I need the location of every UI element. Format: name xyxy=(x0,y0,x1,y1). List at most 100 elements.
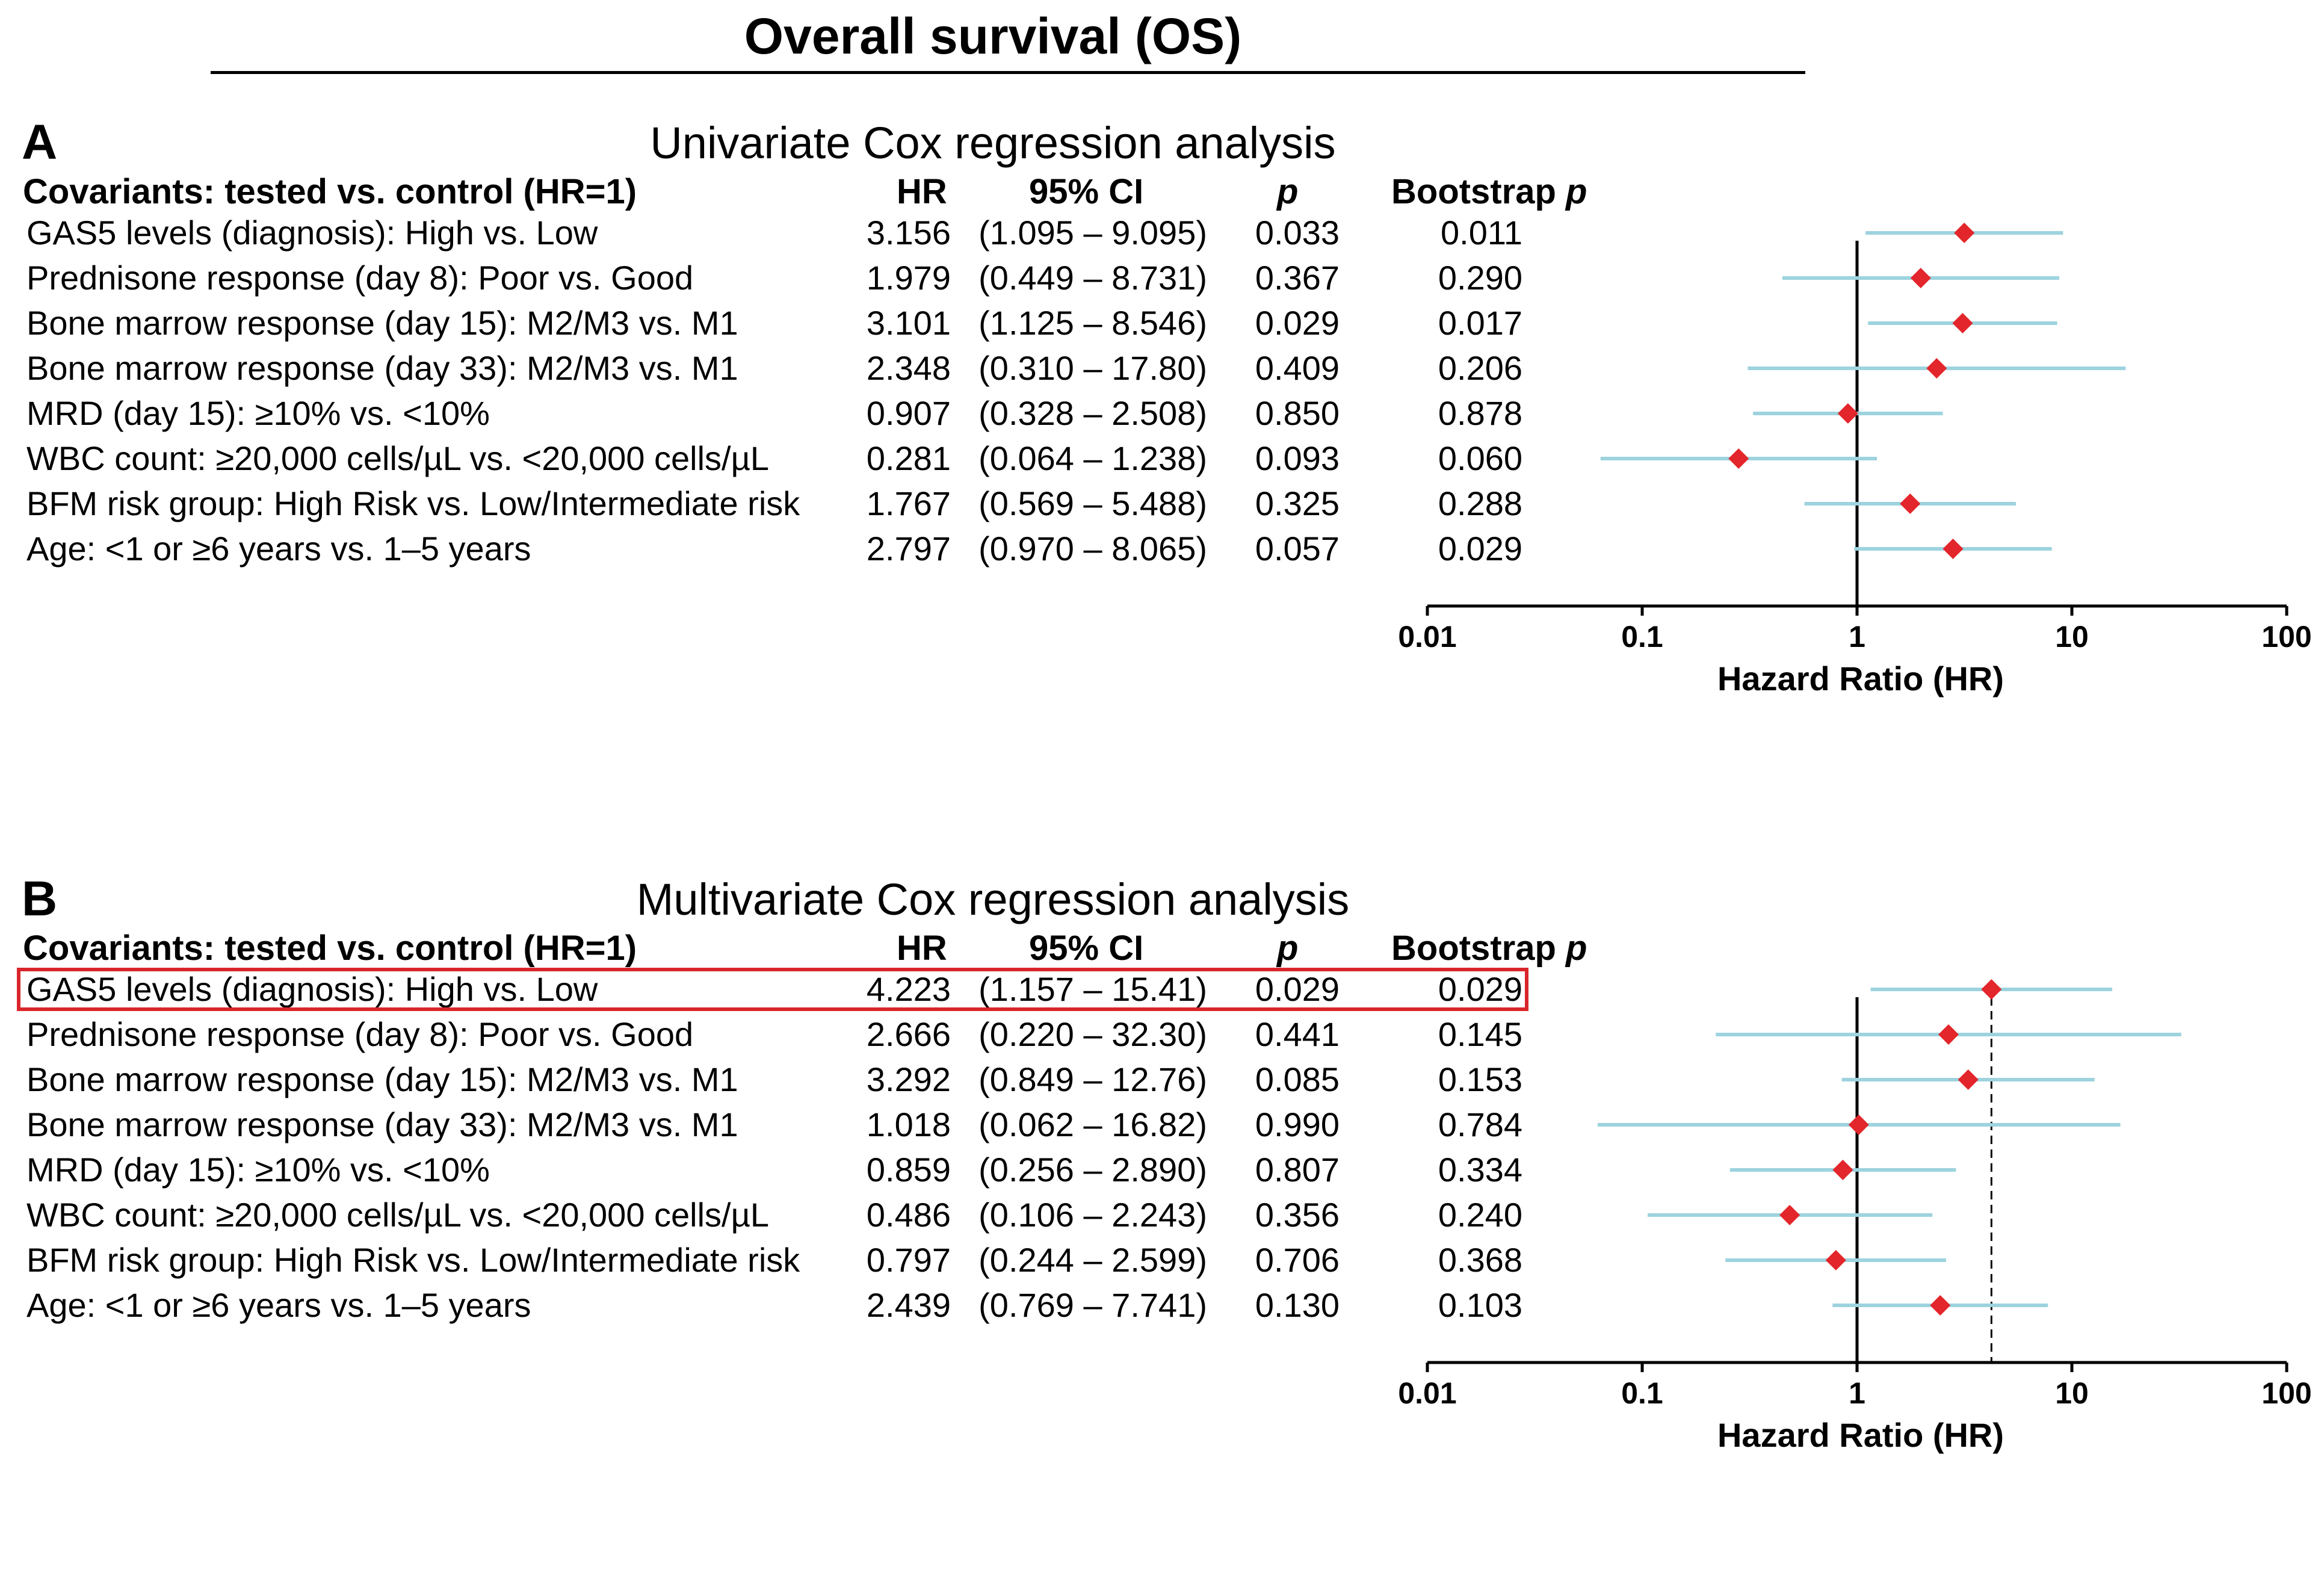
row-ci: (0.769 – 7.741) xyxy=(978,1286,1207,1324)
hr-marker xyxy=(1900,493,1921,514)
header-bootstrap-p: Bootstrap p xyxy=(1391,928,1587,968)
table-row: WBC count: ≥20,000 cells/µL vs. <20,000 … xyxy=(0,436,1541,481)
table-row: MRD (day 15): ≥10% vs. <10% 0.907 (0.328 –… xyxy=(0,391,1541,436)
row-label: Bone marrow response (day 15): M2/M3 vs.… xyxy=(26,304,738,342)
row-ci: (0.220 – 32.30) xyxy=(978,1015,1207,1053)
row-bootstrap-p: 0.334 xyxy=(1438,1151,1522,1189)
highlight-box xyxy=(17,968,1528,1011)
table-row: WBC count: ≥20,000 cells/µL vs. <20,000 … xyxy=(0,1193,1541,1237)
row-p-value: 0.057 xyxy=(1255,530,1340,568)
header-bootstrap-p-symbol: p xyxy=(1566,929,1587,968)
row-hr: 2.439 xyxy=(866,1286,951,1324)
row-label: MRD (day 15): ≥10% vs. <10% xyxy=(26,1151,490,1189)
row-bootstrap-p: 0.060 xyxy=(1438,439,1522,477)
row-p-value: 0.706 xyxy=(1255,1241,1340,1279)
table-row: Prednisone response (day 8): Poor vs. Go… xyxy=(0,256,1541,300)
row-label: WBC count: ≥20,000 cells/µL vs. <20,000 … xyxy=(26,439,770,477)
x-axis-label: Hazard Ratio (HR) xyxy=(1717,1416,2004,1454)
row-label: BFM risk group: High Risk vs. Low/Interm… xyxy=(26,484,800,522)
row-hr: 2.666 xyxy=(866,1015,951,1053)
row-hr: 3.156 xyxy=(866,214,951,252)
hr-marker xyxy=(1728,448,1749,469)
row-label: Age: <1 or ≥6 years vs. 1–5 years xyxy=(26,530,531,568)
hr-marker xyxy=(1954,223,1975,243)
x-axis-label: Hazard Ratio (HR) xyxy=(1717,660,2004,698)
table-row: BFM risk group: High Risk vs. Low/Interm… xyxy=(0,481,1541,526)
header-covariants: Covariants: tested vs. control (HR=1) xyxy=(23,929,637,968)
row-hr: 4.223 xyxy=(866,970,951,1008)
row-hr: 3.101 xyxy=(866,304,951,342)
row-hr: 0.907 xyxy=(866,394,951,432)
header-p: p xyxy=(1277,172,1299,211)
panel-letter: B xyxy=(22,871,58,926)
row-label: MRD (day 15): ≥10% vs. <10% xyxy=(26,394,490,432)
panel-b: B Multivariate Cox regression analysis C… xyxy=(0,871,2324,1593)
row-bootstrap-p: 0.290 xyxy=(1438,259,1522,297)
row-p-value: 0.367 xyxy=(1255,259,1340,297)
hr-marker xyxy=(1910,268,1931,288)
hr-marker xyxy=(1779,1205,1800,1225)
hr-marker xyxy=(1938,1024,1959,1045)
x-tick-label: 0.1 xyxy=(1621,1376,1663,1410)
row-label: Age: <1 or ≥6 years vs. 1–5 years xyxy=(26,1286,531,1324)
hr-marker xyxy=(1942,539,1964,559)
x-tick-label: 100 xyxy=(2261,1376,2311,1410)
row-hr: 2.797 xyxy=(866,530,951,568)
header-hr: HR xyxy=(897,929,947,968)
row-label: Bone marrow response (day 33): M2/M3 vs.… xyxy=(26,349,738,387)
header-p: p xyxy=(1277,929,1299,968)
row-ci: (0.244 – 2.599) xyxy=(978,1241,1207,1279)
row-p-value: 0.441 xyxy=(1255,1015,1340,1053)
row-p-value: 0.029 xyxy=(1255,970,1340,1008)
row-bootstrap-p: 0.153 xyxy=(1438,1060,1522,1098)
table-row: BFM risk group: High Risk vs. Low/Interm… xyxy=(0,1238,1541,1282)
table-row: MRD (day 15): ≥10% vs. <10% 0.859 (0.256 –… xyxy=(0,1148,1541,1192)
header-ci: 95% CI xyxy=(1029,929,1144,968)
row-bootstrap-p: 0.029 xyxy=(1438,530,1522,568)
header-covariants: Covariants: tested vs. control (HR=1) xyxy=(23,172,637,211)
row-p-value: 0.990 xyxy=(1255,1106,1340,1143)
hr-marker xyxy=(1837,403,1858,424)
row-label: BFM risk group: High Risk vs. Low/Interm… xyxy=(26,1241,800,1279)
row-ci: (0.449 – 8.731) xyxy=(978,259,1207,297)
row-bootstrap-p: 0.206 xyxy=(1438,349,1522,387)
row-hr: 1.979 xyxy=(866,259,951,297)
hr-marker xyxy=(1981,979,2002,1000)
hr-marker xyxy=(1832,1160,1853,1180)
row-p-value: 0.850 xyxy=(1255,394,1340,432)
row-hr: 0.859 xyxy=(866,1151,951,1189)
hr-marker xyxy=(1958,1069,1979,1090)
row-label: Bone marrow response (day 33): M2/M3 vs.… xyxy=(26,1106,738,1143)
row-label: Prednisone response (day 8): Poor vs. Go… xyxy=(26,1015,694,1053)
x-tick-label: 1 xyxy=(1849,620,1865,654)
panel-title: Multivariate Cox regression analysis xyxy=(636,874,1350,924)
x-tick-label: 0.1 xyxy=(1621,620,1663,654)
header-bootstrap-p: Bootstrap p xyxy=(1391,172,1587,212)
row-p-value: 0.033 xyxy=(1255,214,1340,252)
header-hr: HR xyxy=(897,172,947,211)
row-p-value: 0.325 xyxy=(1255,484,1340,522)
header-bootstrap-label: Bootstrap xyxy=(1391,929,1566,968)
table-row: GAS5 levels (diagnosis): High vs. Low 4.2… xyxy=(0,967,1541,1012)
row-ci: (1.095 – 9.095) xyxy=(978,214,1207,252)
header-ci: 95% CI xyxy=(1029,172,1144,211)
panel-title: Univariate Cox regression analysis xyxy=(650,118,1336,168)
x-tick-label: 100 xyxy=(2261,620,2311,654)
row-ci: (0.106 – 2.243) xyxy=(978,1196,1207,1234)
row-ci: (0.310 – 17.80) xyxy=(978,349,1207,387)
x-tick-label: 10 xyxy=(2055,620,2089,654)
row-p-value: 0.085 xyxy=(1255,1060,1340,1098)
row-bootstrap-p: 0.288 xyxy=(1438,484,1522,522)
row-ci: (1.125 – 8.546) xyxy=(978,304,1207,342)
row-ci: (0.970 – 8.065) xyxy=(978,530,1207,568)
table-row: Bone marrow response (day 33): M2/M3 vs.… xyxy=(0,346,1541,391)
row-bootstrap-p: 0.017 xyxy=(1438,304,1522,342)
table-row: Bone marrow response (day 33): M2/M3 vs.… xyxy=(0,1103,1541,1147)
panel-letter: A xyxy=(22,115,58,170)
row-ci: (0.328 – 2.508) xyxy=(978,394,1207,432)
hr-marker xyxy=(1848,1115,1869,1135)
row-label: Bone marrow response (day 15): M2/M3 vs.… xyxy=(26,1060,738,1098)
table-row: Prednisone response (day 8): Poor vs. Go… xyxy=(0,1012,1541,1057)
